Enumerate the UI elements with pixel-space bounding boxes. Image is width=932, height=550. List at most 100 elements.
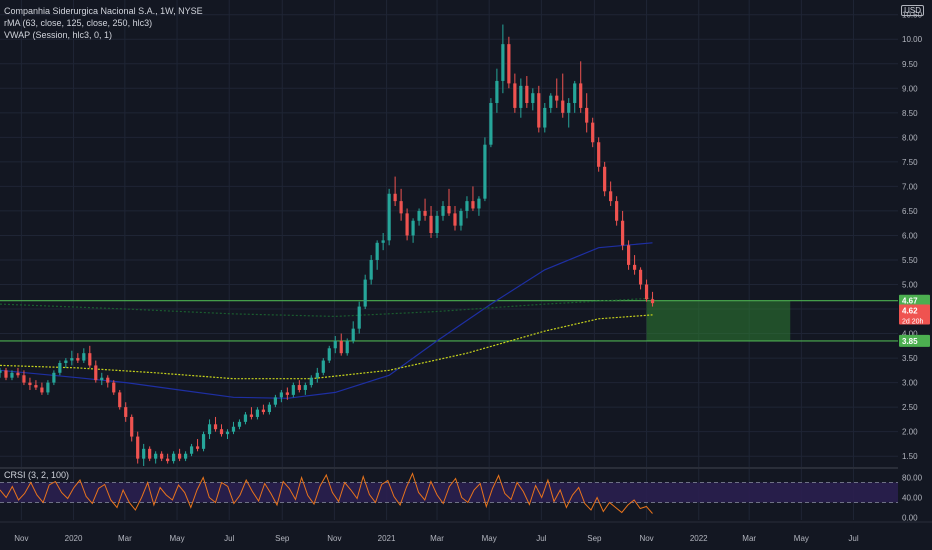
last-price-label-bg: [899, 304, 930, 325]
time-axis-tick: Nov: [14, 534, 28, 543]
time-axis-tick: 2021: [378, 534, 396, 543]
candle-body: [387, 193, 391, 241]
candle-body: [381, 240, 385, 243]
candle-body: [225, 431, 230, 435]
candle-body: [339, 340, 343, 354]
candle-body: [172, 453, 176, 462]
candle-body: [88, 353, 92, 366]
price-axis-tick: 10.00: [902, 35, 923, 44]
candle-body: [471, 201, 475, 209]
candle-body: [82, 353, 86, 361]
candle-body: [195, 446, 200, 449]
candle-body: [273, 397, 277, 405]
candle-body: [549, 95, 553, 108]
time-axis-tick: 2022: [690, 534, 708, 543]
candle-body: [297, 385, 301, 390]
candle-body: [429, 215, 433, 233]
candle-body: [465, 201, 469, 211]
time-axis-tick: Nov: [327, 534, 341, 543]
price-axis-bg: [898, 0, 932, 520]
ma-line: [0, 242, 653, 399]
candle-body: [321, 360, 325, 373]
candle-body: [267, 404, 271, 413]
candle-body: [489, 103, 493, 145]
candle-body: [279, 392, 283, 398]
crsi-axis-tick: 80.00: [902, 474, 923, 483]
price-axis-tick: 6.50: [902, 207, 918, 216]
candle-body: [513, 83, 517, 108]
candle-body: [219, 429, 224, 435]
rma-indicator-label[interactable]: rMA (63, close, 125, close, 250, hlc3): [4, 18, 153, 28]
candle-body: [585, 107, 589, 123]
price-axis-tick: 8.00: [902, 133, 918, 142]
candle-body: [70, 358, 74, 361]
candle-body: [393, 193, 397, 202]
price-axis-tick: 3.00: [902, 379, 918, 388]
crsi-axis-tick: 40.00: [902, 494, 923, 503]
candle-body: [76, 358, 80, 361]
candle-body: [531, 93, 535, 104]
price-axis-tick: 6.00: [902, 231, 918, 240]
candle-body: [303, 385, 307, 390]
candle-body: [94, 365, 98, 381]
time-axis-tick: Jul: [536, 534, 546, 543]
time-axis-tick: Sep: [587, 534, 602, 543]
candle-body: [315, 372, 319, 378]
candle-body: [148, 448, 152, 459]
price-axis-tick: 2.00: [902, 428, 918, 437]
candle-body: [495, 80, 499, 104]
candle-body: [207, 424, 212, 435]
candle-body: [249, 414, 254, 417]
candle-body: [40, 387, 44, 393]
candle-body: [237, 421, 242, 427]
time-axis-tick: Jul: [848, 534, 858, 543]
candle-body: [638, 269, 643, 285]
candle-body: [411, 220, 415, 236]
candle-body: [375, 242, 379, 260]
time-axis-tick: Mar: [430, 534, 444, 543]
candle-body: [16, 372, 20, 376]
candle-body: [189, 446, 194, 454]
candle-body: [501, 44, 505, 81]
candle-body: [142, 448, 146, 459]
time-axis-tick: 2020: [65, 534, 83, 543]
price-axis-tick: 3.50: [902, 354, 918, 363]
candle-body: [58, 362, 62, 373]
candle-body: [154, 453, 158, 459]
time-axis-tick: May: [482, 534, 497, 543]
price-axis-tick: 7.00: [902, 182, 918, 191]
candle-body: [537, 93, 541, 128]
candle-body: [285, 392, 289, 395]
target-zone: [646, 300, 791, 341]
price-axis-tick: 1.50: [902, 452, 918, 461]
vwap-indicator-label[interactable]: VWAP (Session, hlc3, 0, 1): [4, 30, 113, 40]
candle-body: [52, 372, 56, 383]
candle-body: [483, 144, 487, 199]
candle-body: [369, 259, 373, 280]
candle-body: [405, 213, 409, 236]
chart-title: Companhia Siderurgica Nacional S.A., 1W,…: [4, 6, 203, 16]
candle-body: [178, 453, 182, 459]
crsi-line: [0, 472, 653, 514]
candle-body: [357, 306, 361, 329]
candle-body: [507, 44, 511, 84]
candle-body: [345, 340, 349, 354]
candle-body: [615, 201, 619, 221]
candle-body: [441, 206, 445, 216]
candle-body: [351, 328, 355, 341]
price-axis-tick: 9.50: [902, 60, 918, 69]
candle-body: [124, 407, 128, 417]
time-axis-tick: Nov: [639, 534, 653, 543]
time-axis-tick: Jul: [224, 534, 234, 543]
candle-body: [597, 142, 601, 167]
candle-body: [561, 100, 565, 113]
time-axis-tick: May: [794, 534, 809, 543]
crsi-label[interactable]: CRSI (3, 2, 100): [4, 470, 70, 480]
candle-body: [34, 385, 38, 388]
candle-body: [363, 279, 367, 307]
lower-level-price-label-bg: [899, 334, 930, 347]
currency-badge[interactable]: USD: [901, 5, 924, 16]
chart-legend: Companhia Siderurgica Nacional S.A., 1W,…: [4, 5, 203, 41]
candle-body: [46, 382, 50, 393]
